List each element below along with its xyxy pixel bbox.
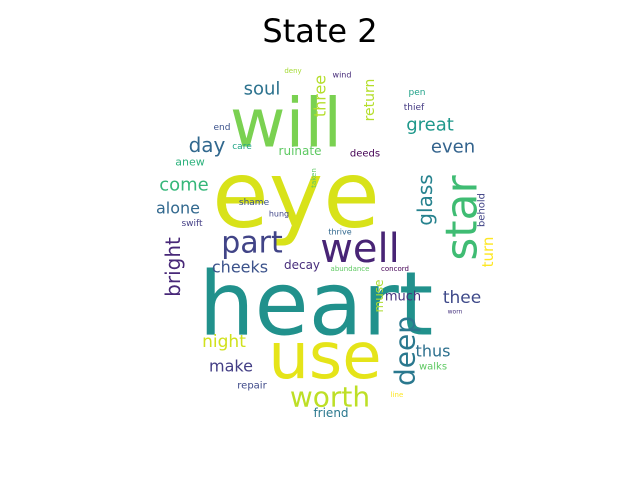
word-will: will bbox=[230, 85, 342, 164]
word-glass: glass bbox=[413, 174, 437, 225]
word-end: end bbox=[214, 123, 231, 133]
word-thief: thief bbox=[404, 103, 425, 113]
word-concord: concord bbox=[381, 265, 409, 273]
word-well: well bbox=[320, 226, 400, 272]
word-even: even bbox=[431, 137, 475, 158]
word-repair: repair bbox=[237, 381, 267, 392]
word-thrive: thrive bbox=[328, 228, 351, 237]
word-day: day bbox=[189, 133, 226, 157]
word-star: star bbox=[437, 174, 488, 260]
word-cheeks: cheeks bbox=[212, 258, 268, 277]
word-night: night bbox=[202, 332, 246, 352]
word-ruinate: ruinate bbox=[279, 144, 322, 158]
word-worn: worn bbox=[448, 309, 463, 316]
word-turn: turn bbox=[479, 237, 497, 268]
word-abundance: abundance bbox=[331, 265, 370, 273]
word-great: great bbox=[406, 115, 454, 136]
word-anew: anew bbox=[175, 156, 204, 169]
word-return: return bbox=[362, 79, 378, 122]
word-thus: thus bbox=[416, 342, 451, 361]
word-shame: shame bbox=[239, 198, 270, 208]
word-soul: soul bbox=[244, 79, 281, 100]
word-hung: hung bbox=[269, 210, 289, 219]
word-three: three bbox=[311, 75, 330, 117]
word-swift: swift bbox=[181, 219, 203, 229]
word-alone: alone bbox=[156, 199, 200, 218]
chart-title: State 2 bbox=[262, 12, 378, 50]
word-eye: eye bbox=[212, 142, 380, 249]
word-muse: muse bbox=[372, 280, 386, 313]
word-deep: deep bbox=[389, 316, 422, 386]
word-deeds: deeds bbox=[350, 149, 380, 160]
word-deny: deny bbox=[284, 67, 301, 75]
word-pen: pen bbox=[409, 88, 426, 98]
word-line: line bbox=[391, 391, 404, 399]
word-walks: walks bbox=[419, 362, 447, 373]
word-taken: taken bbox=[310, 168, 318, 188]
word-care: care bbox=[232, 142, 252, 152]
word-decay: decay bbox=[284, 258, 320, 272]
word-behold: behold bbox=[477, 193, 488, 227]
word-wind: wind bbox=[333, 71, 352, 80]
word-thee: thee bbox=[443, 288, 481, 308]
word-much: much bbox=[385, 290, 421, 305]
word-make: make bbox=[209, 357, 253, 376]
word-bright: bright bbox=[161, 237, 185, 297]
word-come: come bbox=[159, 175, 209, 196]
word-worth: worth bbox=[290, 381, 370, 414]
word-heart: heart bbox=[199, 253, 434, 356]
word-friend: friend bbox=[313, 406, 348, 420]
word-use: use bbox=[268, 320, 381, 394]
word-part: part bbox=[221, 226, 283, 261]
